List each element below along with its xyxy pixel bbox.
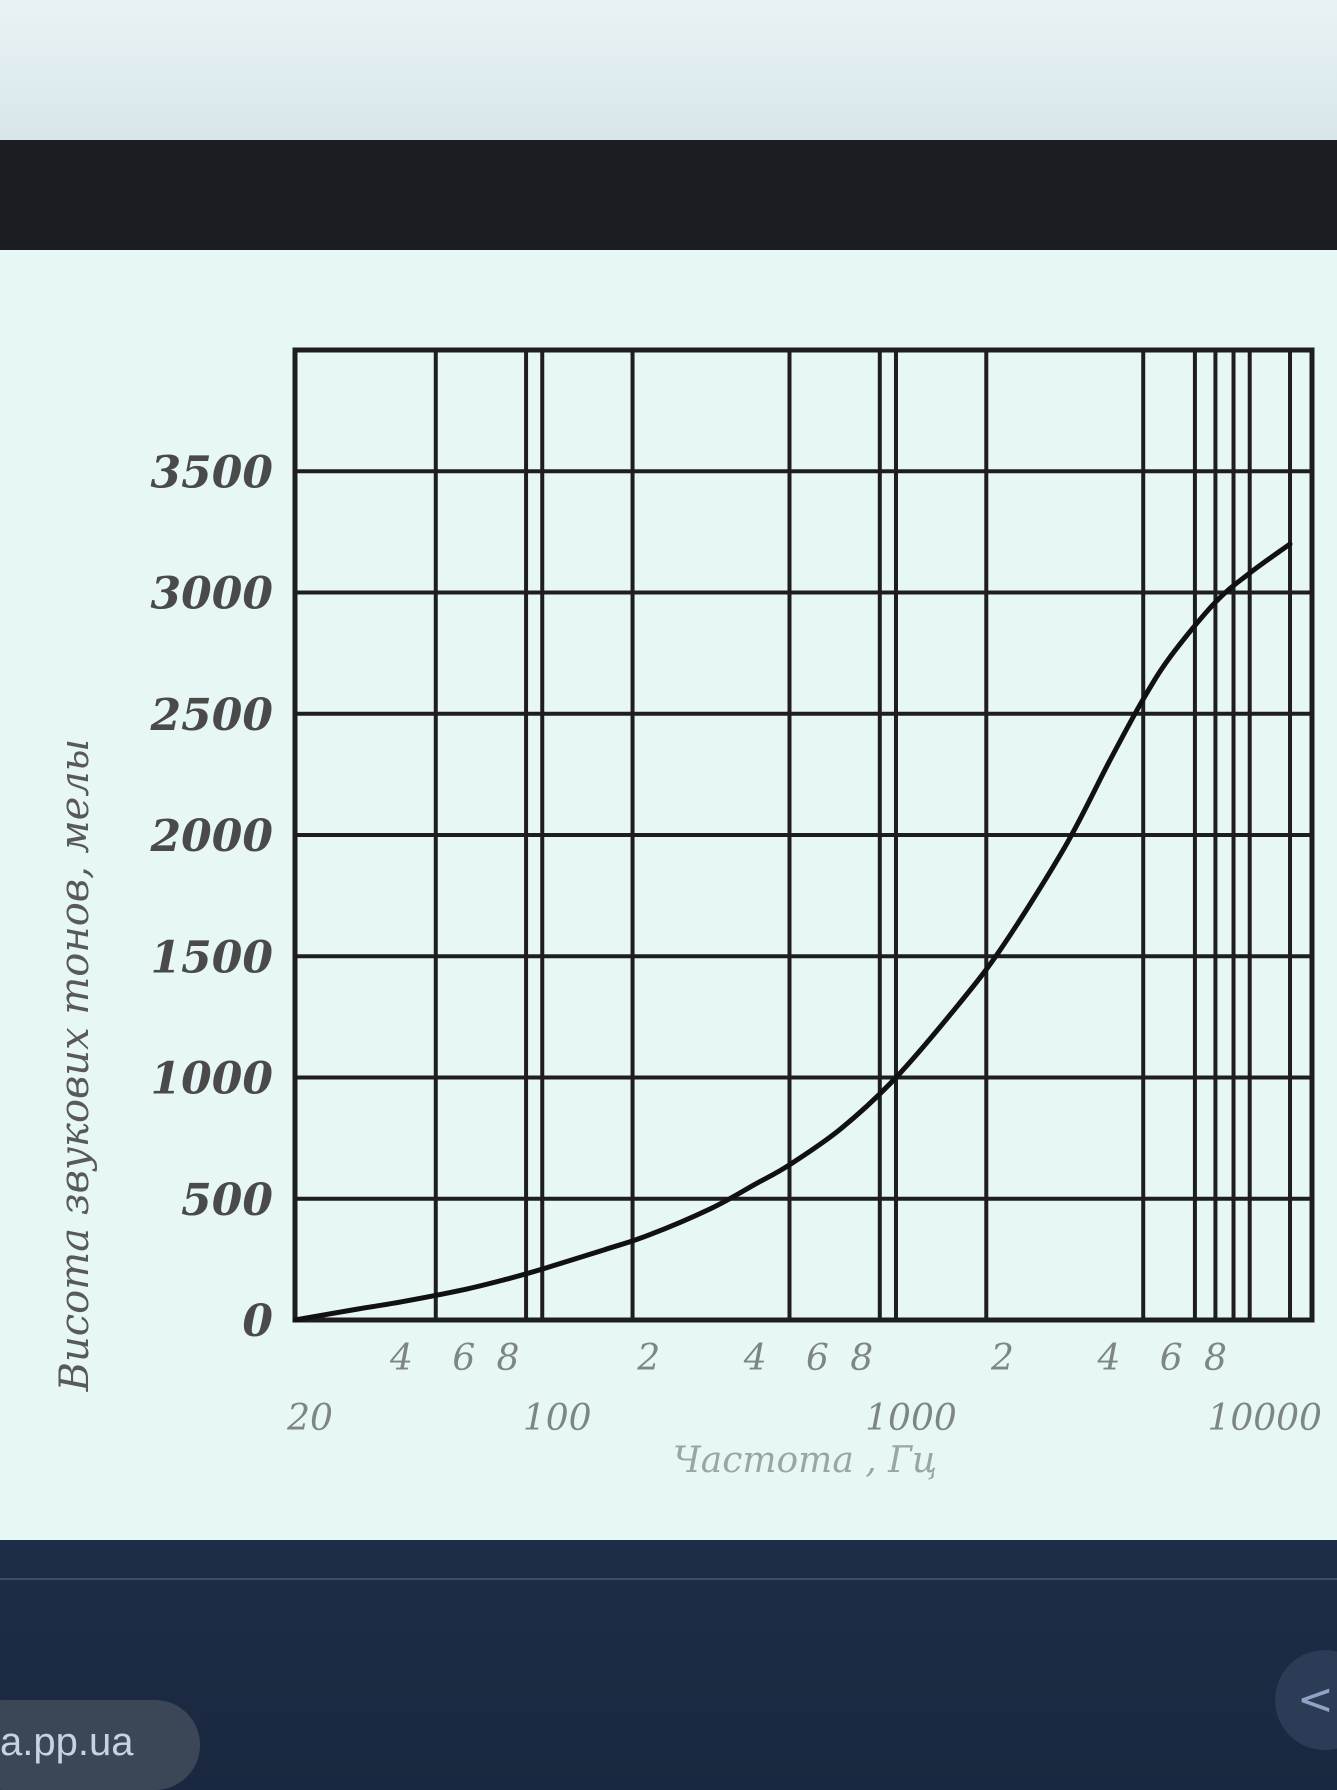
x-major-tick-label: 100 [523, 1398, 592, 1439]
y-tick-label: 1000 [151, 1054, 274, 1105]
x-major-tick-label: 1000 [865, 1398, 957, 1439]
series-line [292, 541, 1293, 1323]
x-minor-tick-label: 2 [990, 1338, 1014, 1379]
x-major-tick-label: 10000 [1207, 1398, 1322, 1439]
x-axis-label: Частота , Гц [673, 1440, 937, 1481]
y-tick-label: 3500 [151, 447, 274, 498]
bottom-screen [0, 1540, 1337, 1790]
y-tick-label: 1500 [151, 932, 274, 983]
x-minor-tick-label: 8 [497, 1338, 520, 1379]
site-pill[interactable] [0, 1700, 200, 1790]
y-tick-label: 2500 [150, 690, 274, 741]
y-tick-label: 2000 [150, 811, 274, 862]
grid-layer [292, 347, 1315, 1323]
curve-layer [292, 541, 1293, 1323]
x-minor-tick-label: 6 [806, 1338, 829, 1379]
y-tick-label: 3000 [151, 569, 274, 620]
bottom-divider [0, 1578, 1337, 1580]
x-minor-tick-label: 6 [452, 1338, 475, 1379]
x-minor-tick-label: 4 [1096, 1338, 1120, 1379]
y-axis-label: Висота звукових тонов, мелы [52, 739, 98, 1393]
x-minor-tick-label: 8 [1204, 1338, 1227, 1379]
site-label[interactable]: a.pp.ua [0, 1720, 134, 1764]
x-minor-tick-label: 6 [1160, 1338, 1183, 1379]
x-minor-tick-label: 2 [636, 1338, 660, 1379]
x-minor-tick-label: 4 [389, 1338, 413, 1379]
x-minor-tick-label: 4 [743, 1338, 767, 1379]
x-major-tick-label: 20 [286, 1398, 333, 1439]
figure-panel [0, 250, 1337, 1540]
top-bezel [0, 0, 1337, 140]
y-tick-label: 500 [181, 1175, 273, 1226]
x-minor-tick-label: 8 [850, 1338, 873, 1379]
y-tick-label: 0 [242, 1296, 273, 1347]
